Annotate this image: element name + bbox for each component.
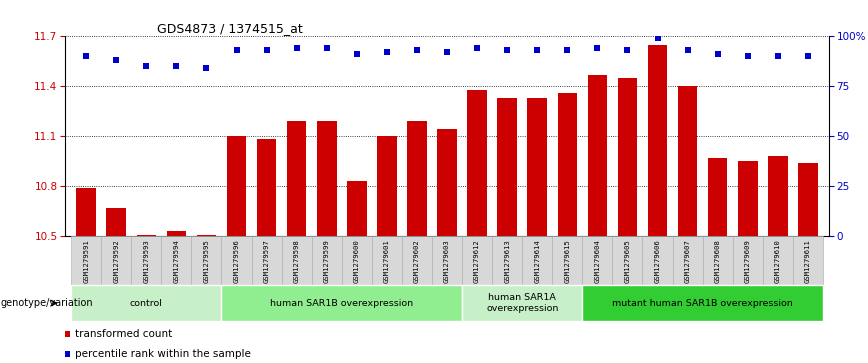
Text: GSM1279599: GSM1279599 [324, 239, 330, 283]
Bar [582, 236, 613, 285]
Text: GSM1279598: GSM1279598 [293, 239, 299, 283]
Text: GSM1279604: GSM1279604 [595, 239, 601, 283]
Bar [528, 98, 547, 236]
Text: GSM1279608: GSM1279608 [714, 239, 720, 283]
Bar [738, 161, 758, 236]
Bar [582, 285, 823, 321]
Text: GDS4873 / 1374515_at: GDS4873 / 1374515_at [157, 22, 303, 35]
Text: GSM1279594: GSM1279594 [174, 239, 180, 283]
Bar [71, 285, 221, 321]
Bar [798, 163, 818, 236]
Bar [792, 236, 823, 285]
Text: GSM1279597: GSM1279597 [264, 239, 270, 283]
Bar [557, 93, 577, 236]
Text: GSM1279595: GSM1279595 [203, 239, 209, 283]
Text: GSM1279607: GSM1279607 [685, 239, 691, 283]
Bar [462, 285, 582, 321]
Text: GSM1279600: GSM1279600 [354, 239, 360, 283]
Text: GSM1279610: GSM1279610 [775, 239, 781, 283]
Bar [642, 236, 673, 285]
Text: control: control [130, 299, 162, 307]
Text: GSM1279611: GSM1279611 [805, 239, 811, 283]
Bar [192, 236, 221, 285]
Bar [613, 236, 642, 285]
Bar [437, 130, 457, 236]
Bar [492, 236, 523, 285]
Bar [76, 188, 96, 236]
Text: percentile rank within the sample: percentile rank within the sample [75, 349, 251, 359]
Bar [167, 231, 186, 236]
Bar [71, 236, 102, 285]
Bar [281, 236, 312, 285]
Bar [768, 156, 787, 236]
Bar [221, 236, 252, 285]
Text: genotype/variation: genotype/variation [1, 298, 94, 308]
Bar [678, 86, 697, 236]
Bar [523, 236, 552, 285]
Text: GSM1279601: GSM1279601 [384, 239, 390, 283]
Bar [402, 236, 432, 285]
Bar [497, 98, 517, 236]
Bar [377, 136, 397, 236]
Bar [648, 45, 667, 236]
Bar [102, 236, 131, 285]
Text: GSM1279609: GSM1279609 [745, 239, 751, 283]
Bar [552, 236, 582, 285]
Bar [347, 181, 366, 236]
Bar [252, 236, 281, 285]
Text: GSM1279615: GSM1279615 [564, 239, 570, 283]
Bar [588, 74, 607, 236]
Bar [342, 236, 372, 285]
Bar [312, 236, 342, 285]
Bar [407, 121, 427, 236]
Bar [763, 236, 792, 285]
Bar [673, 236, 702, 285]
Bar [702, 236, 733, 285]
Bar [708, 158, 727, 236]
Bar [467, 90, 487, 236]
Text: GSM1279591: GSM1279591 [83, 239, 89, 283]
Text: human SAR1B overexpression: human SAR1B overexpression [270, 299, 413, 307]
Text: GSM1279596: GSM1279596 [233, 239, 240, 283]
Text: mutant human SAR1B overexpression: mutant human SAR1B overexpression [612, 299, 793, 307]
Text: GSM1279592: GSM1279592 [113, 239, 119, 283]
Bar [733, 236, 763, 285]
Bar [618, 78, 637, 236]
Bar [221, 285, 462, 321]
Text: transformed count: transformed count [75, 329, 172, 339]
Text: GSM1279606: GSM1279606 [654, 239, 661, 283]
Text: GSM1279613: GSM1279613 [504, 239, 510, 283]
Bar [317, 121, 337, 236]
Bar [227, 136, 247, 236]
Bar [161, 236, 192, 285]
Bar [432, 236, 462, 285]
Text: GSM1279603: GSM1279603 [444, 239, 450, 283]
Bar [136, 235, 156, 236]
Bar [131, 236, 161, 285]
Text: GSM1279614: GSM1279614 [534, 239, 540, 283]
Bar [462, 236, 492, 285]
Bar [107, 208, 126, 236]
Text: GSM1279593: GSM1279593 [143, 239, 149, 283]
Text: GSM1279605: GSM1279605 [624, 239, 630, 283]
Bar [257, 139, 276, 236]
Bar [372, 236, 402, 285]
Text: GSM1279612: GSM1279612 [474, 239, 480, 283]
Text: human SAR1A
overexpression: human SAR1A overexpression [486, 293, 558, 313]
Text: GSM1279602: GSM1279602 [414, 239, 420, 283]
Bar [197, 235, 216, 236]
Bar [287, 121, 306, 236]
